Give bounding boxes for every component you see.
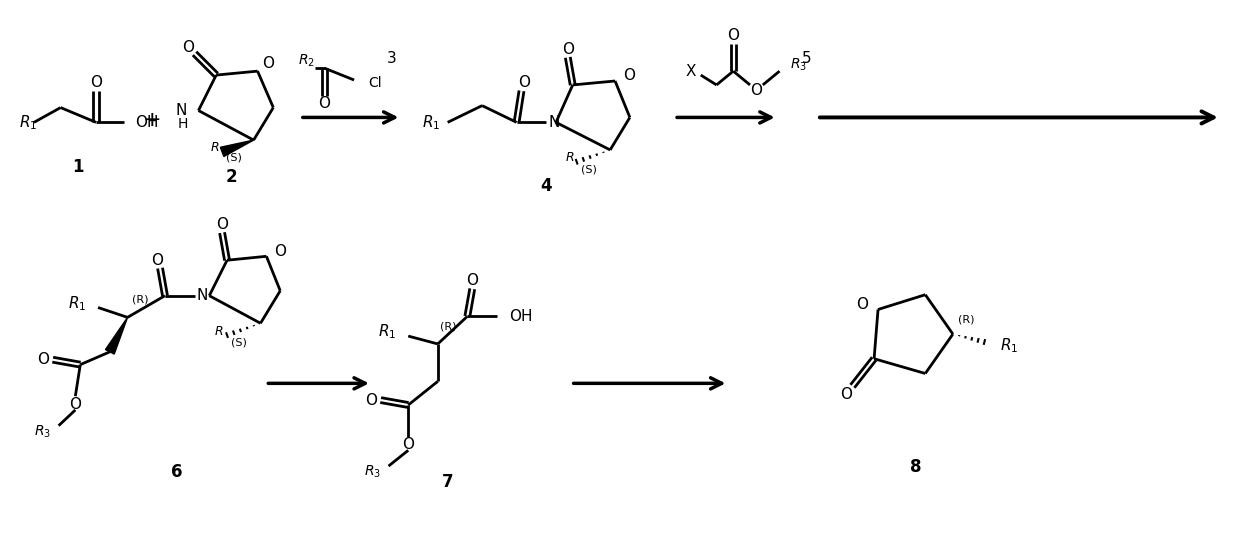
- Text: O: O: [182, 40, 195, 55]
- Text: (S): (S): [231, 338, 247, 348]
- Text: $R_2$: $R_2$: [298, 53, 315, 69]
- Text: (R): (R): [957, 314, 975, 325]
- Text: O: O: [841, 387, 853, 402]
- Text: $R$: $R$: [210, 142, 219, 154]
- Text: (S): (S): [580, 165, 596, 175]
- Text: $R_1$: $R_1$: [20, 113, 37, 132]
- Text: OH: OH: [135, 115, 159, 130]
- Text: 8: 8: [910, 458, 921, 476]
- Text: O: O: [728, 28, 739, 43]
- Text: $R_1$: $R_1$: [378, 323, 397, 342]
- Text: 5: 5: [802, 51, 812, 66]
- Text: 3: 3: [387, 51, 397, 66]
- Text: O: O: [274, 244, 286, 259]
- Polygon shape: [221, 140, 254, 156]
- Text: O: O: [622, 68, 635, 83]
- Text: O: O: [518, 75, 531, 90]
- Text: 2: 2: [226, 168, 237, 186]
- Text: 4: 4: [541, 177, 552, 196]
- Text: N: N: [197, 288, 208, 303]
- Text: O: O: [402, 437, 414, 452]
- Text: (R): (R): [133, 295, 149, 305]
- Text: 7: 7: [441, 473, 454, 491]
- Text: $R$: $R$: [565, 152, 574, 164]
- Text: O: O: [37, 352, 48, 367]
- Text: X: X: [686, 63, 696, 79]
- Text: O: O: [69, 397, 82, 412]
- Text: O: O: [856, 297, 868, 312]
- Text: $R_3$: $R_3$: [33, 423, 51, 440]
- Text: O: O: [319, 96, 331, 111]
- Text: H: H: [177, 117, 188, 131]
- Text: +: +: [143, 110, 161, 131]
- Text: N: N: [548, 115, 559, 130]
- Text: O: O: [216, 217, 228, 233]
- Text: $R_1$: $R_1$: [423, 113, 440, 132]
- Text: $R_1$: $R_1$: [1001, 337, 1018, 355]
- Text: (R): (R): [440, 321, 456, 331]
- Text: 6: 6: [171, 463, 182, 481]
- Polygon shape: [105, 317, 128, 354]
- Text: (S): (S): [226, 153, 242, 163]
- Text: O: O: [750, 83, 761, 98]
- Text: Cl: Cl: [368, 76, 382, 90]
- Text: O: O: [263, 56, 274, 71]
- Text: $R$: $R$: [213, 325, 223, 338]
- Text: O: O: [91, 75, 102, 90]
- Text: O: O: [466, 273, 479, 288]
- Text: $R_3$: $R_3$: [363, 464, 381, 480]
- Text: O: O: [365, 392, 377, 408]
- Text: 1: 1: [73, 158, 84, 176]
- Text: $R_1$: $R_1$: [68, 294, 87, 313]
- Text: N: N: [175, 103, 187, 118]
- Text: $R_3$: $R_3$: [790, 57, 807, 73]
- Text: O: O: [562, 42, 574, 57]
- Text: OH: OH: [508, 309, 532, 324]
- Text: O: O: [151, 253, 164, 268]
